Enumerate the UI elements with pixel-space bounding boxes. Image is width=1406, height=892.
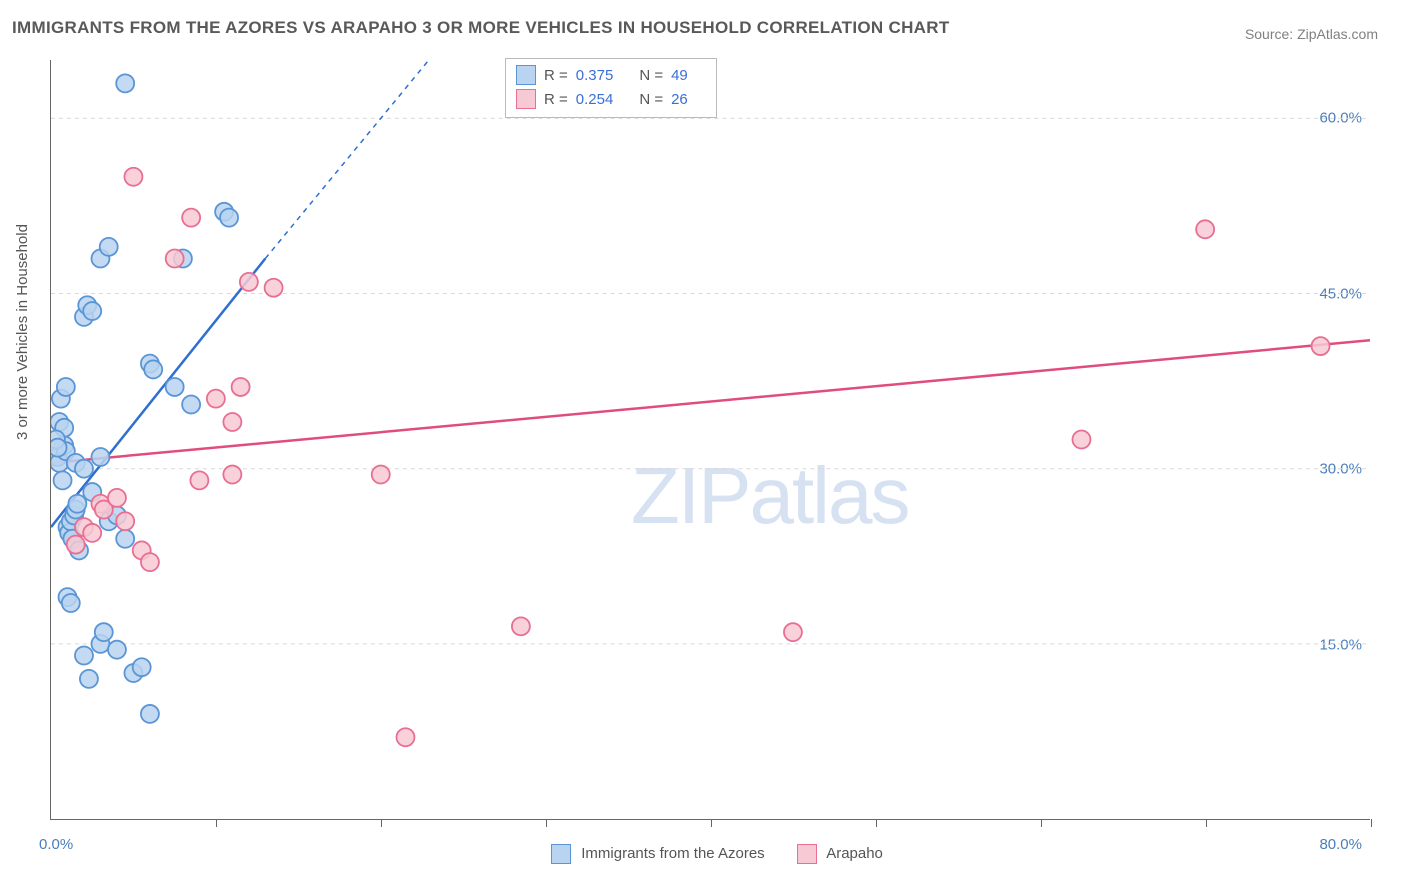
legend-n-value-0: 49 <box>671 67 688 84</box>
chart-title: IMMIGRANTS FROM THE AZORES VS ARAPAHO 3 … <box>12 18 950 38</box>
legend-series-name-0: Immigrants from the Azores <box>581 845 764 862</box>
y-axis-label: 3 or more Vehicles in Household <box>14 224 31 440</box>
series-legend: Immigrants from the Azores Arapaho <box>0 844 1406 864</box>
legend-row-series-0: R = 0.375 N = 49 <box>516 63 706 87</box>
legend-swatch-0 <box>516 65 536 85</box>
x-tick <box>1206 819 1207 827</box>
legend-r-key: R = <box>544 67 568 84</box>
source-attribution: Source: ZipAtlas.com <box>1245 26 1378 42</box>
legend-n-value-1: 26 <box>671 91 688 108</box>
legend-r-value-0: 0.375 <box>576 67 614 84</box>
x-tick <box>546 819 547 827</box>
legend-series-name-1: Arapaho <box>826 845 883 862</box>
legend-n-key: N = <box>639 67 663 84</box>
legend-swatch-bottom-1 <box>797 844 817 864</box>
legend-swatch-bottom-0 <box>551 844 571 864</box>
legend-row-series-1: R = 0.254 N = 26 <box>516 87 706 111</box>
legend-r-key: R = <box>544 91 568 108</box>
x-tick <box>1371 819 1372 827</box>
x-tick <box>1041 819 1042 827</box>
x-tick <box>711 819 712 827</box>
legend-swatch-1 <box>516 89 536 109</box>
legend-r-value-1: 0.254 <box>576 91 614 108</box>
x-tick <box>381 819 382 827</box>
legend-n-key: N = <box>639 91 663 108</box>
plot-area: ZIPatlas 15.0%30.0%45.0%60.0% 0.0% 80.0% <box>50 60 1370 820</box>
correlation-legend: R = 0.375 N = 49 R = 0.254 N = 26 <box>505 58 717 118</box>
x-tick <box>216 819 217 827</box>
x-tick <box>876 819 877 827</box>
chart-svg <box>51 60 1370 819</box>
